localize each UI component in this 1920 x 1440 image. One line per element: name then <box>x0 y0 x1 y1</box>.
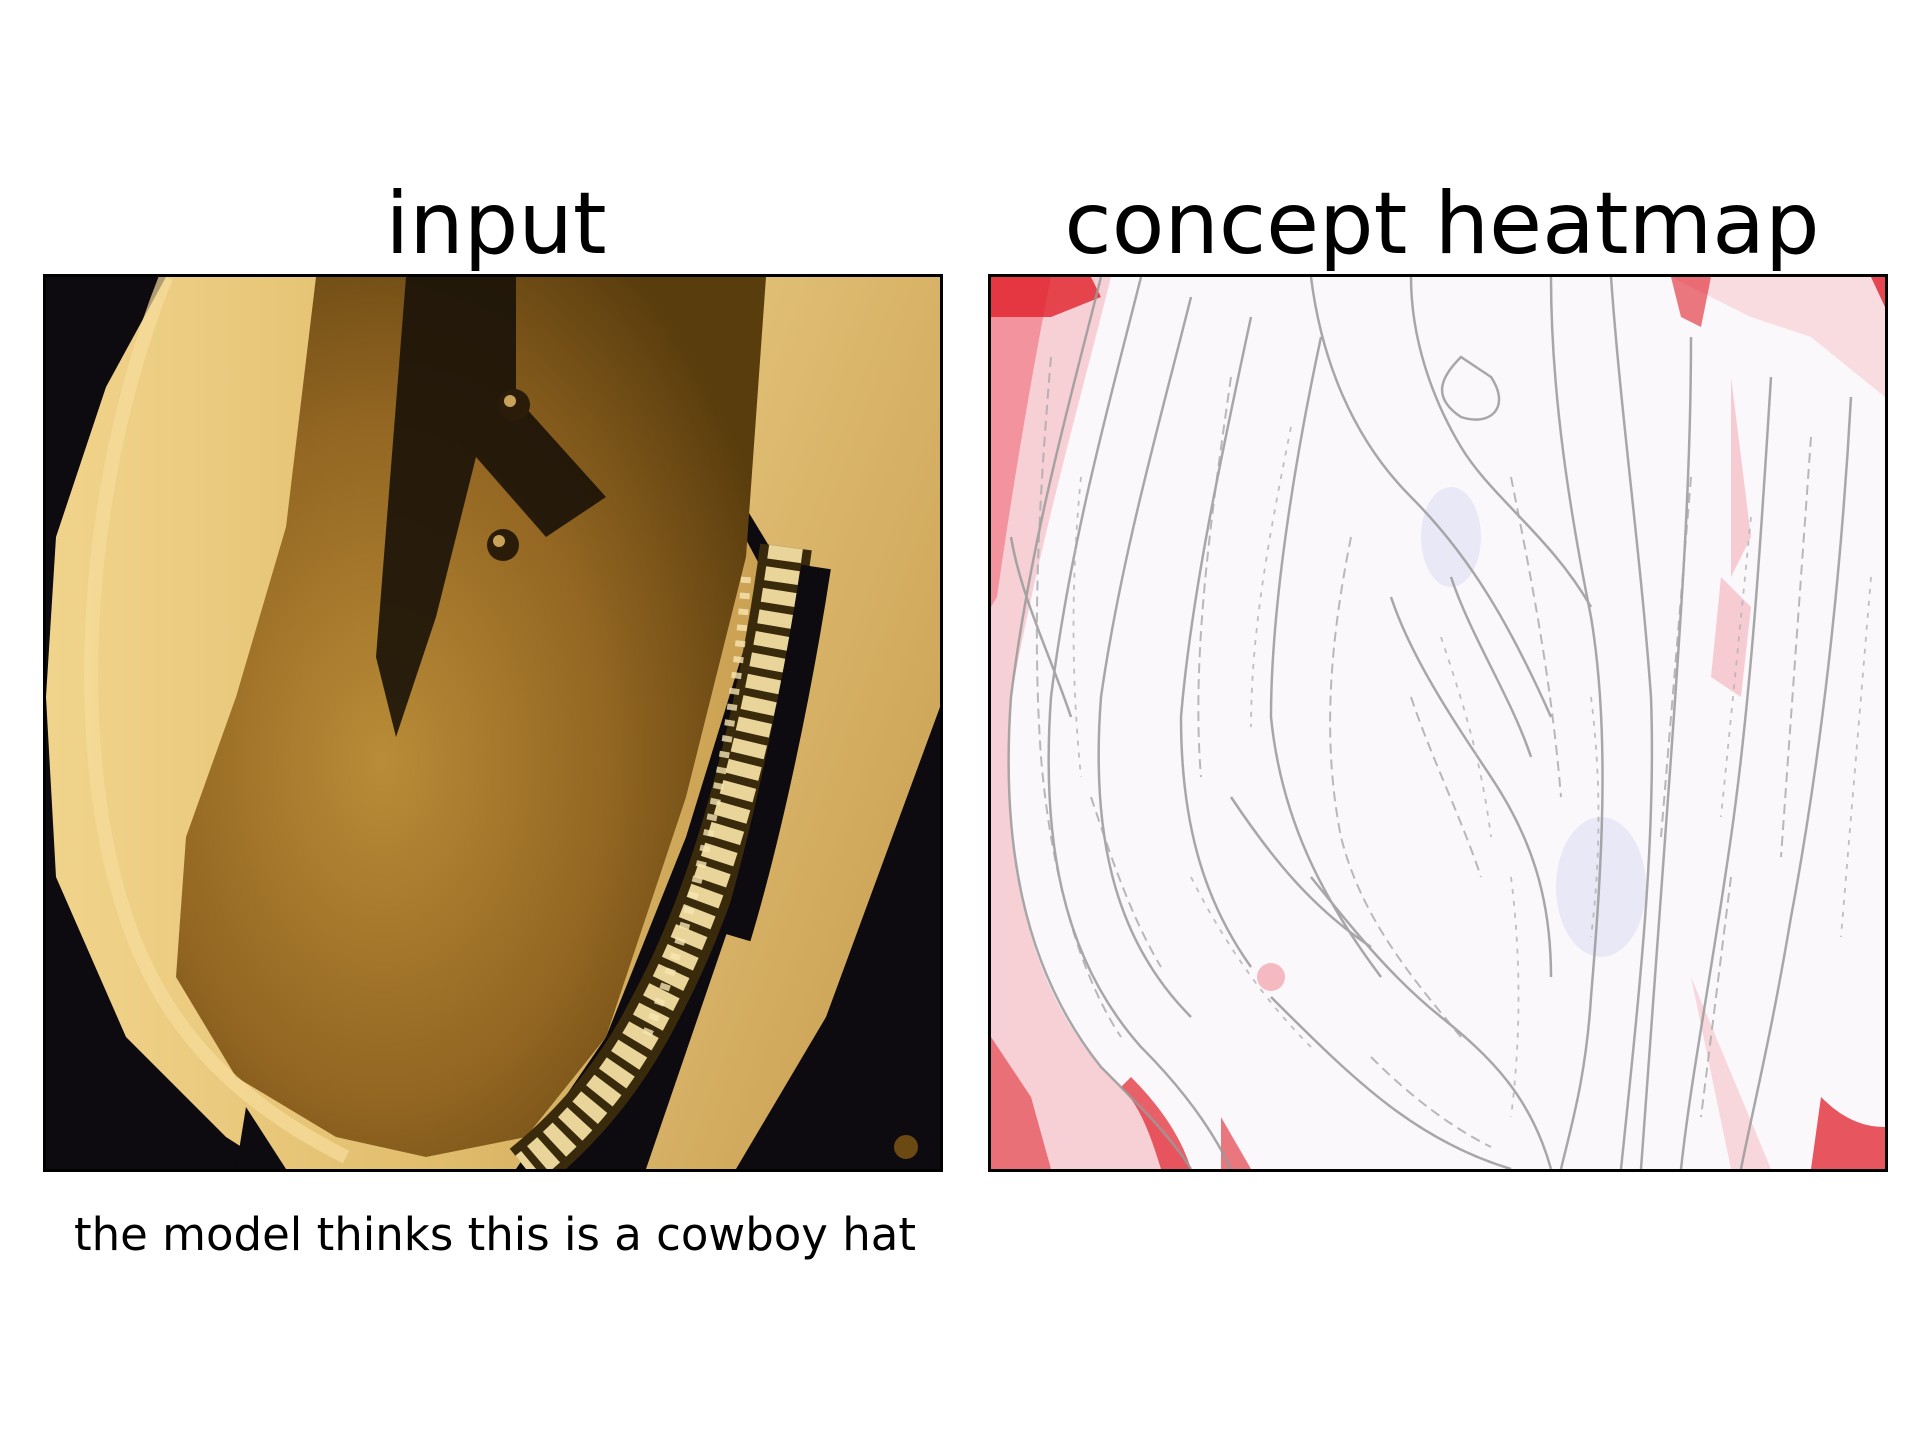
heatmap-panel-title: concept heatmap <box>1064 174 1820 274</box>
prediction-caption: the model thinks this is a cowboy hat <box>74 1208 916 1261</box>
concept-heatmap-image <box>988 274 1888 1172</box>
cowboy-hat-image <box>46 277 940 1169</box>
input-panel-title: input <box>385 174 607 274</box>
input-image <box>43 274 943 1172</box>
heatmap-overlay <box>991 277 1885 1169</box>
